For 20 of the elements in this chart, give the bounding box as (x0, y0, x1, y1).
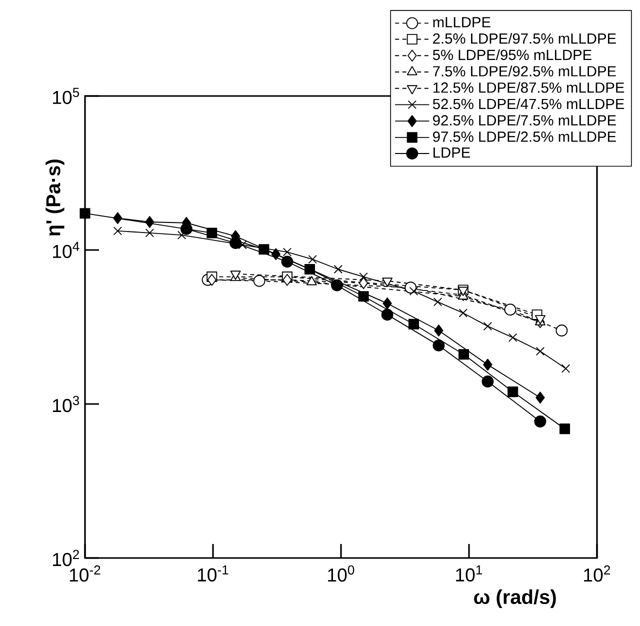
y-tick-label: 10$^{2}$ (53, 550, 79, 566)
x-tick-label: 10$^{0}$ (328, 565, 354, 582)
x-tick-label: 10$^{-2}$ (70, 565, 100, 582)
y-tick-label: 10$^{5}$ (53, 88, 80, 104)
legend-label: 52.5% LDPE/47.5% mLLDPE (432, 98, 624, 110)
x-tick-label: 10$^{-1}$ (198, 565, 228, 582)
x-axis-title: ω (rad/s) (474, 589, 556, 608)
y-tick-label: 10$^{3}$ (53, 396, 80, 412)
legend-label: 12.5% LDPE/87.5% mLLDPE (433, 82, 624, 93)
legend-label: 97.5% LDPE/2.5% mLLDPE (433, 131, 616, 142)
x-tick-label: 10$^{1}$ (456, 565, 482, 582)
legend-label: 5% LDPE/95% mLLDPE (432, 49, 592, 60)
y-axis-title: η' (Pa·s) (46, 160, 64, 236)
legend-label: mLLDPE (433, 17, 490, 28)
y-tick-label: 10$^{4}$ (53, 242, 80, 258)
legend-label: LDPE (434, 147, 470, 158)
x-tick-label: 10$^{2}$ (584, 565, 610, 582)
legend-label: 92.5% LDPE/7.5% mLLDPE (433, 114, 616, 126)
legend-label: 2.5% LDPE/97.5% mLLDPE (433, 32, 616, 44)
legend-label: 7.5% LDPE/92.5% mLLDPE (433, 66, 616, 76)
